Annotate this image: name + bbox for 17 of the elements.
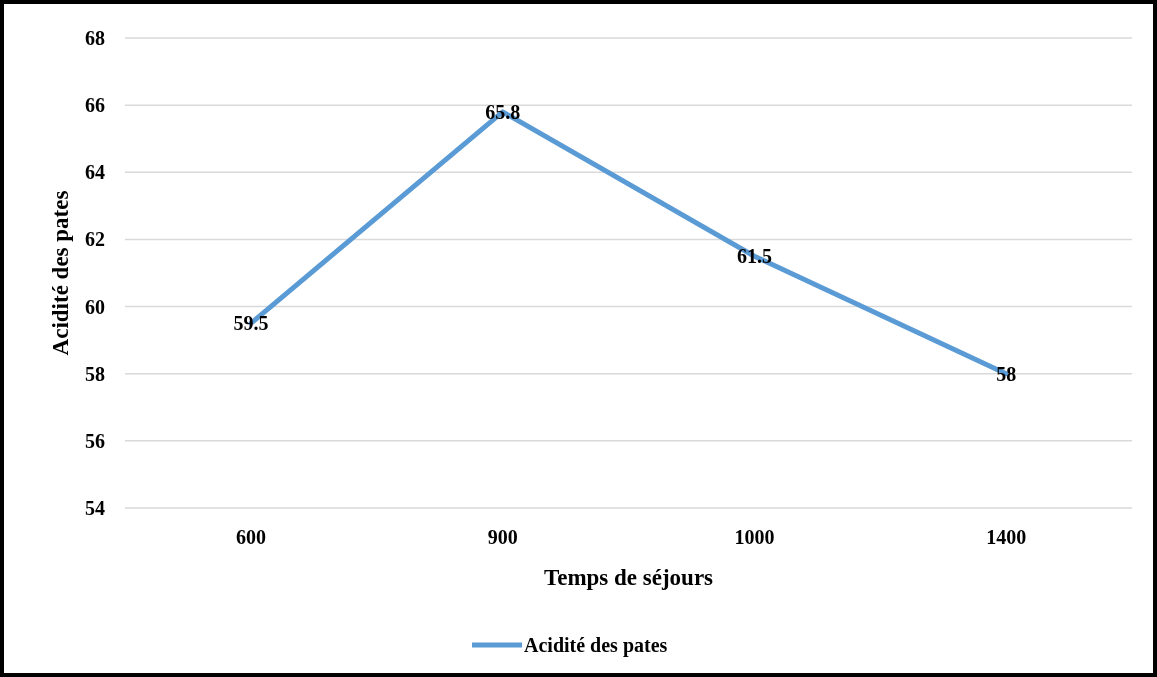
y-tick-label: 60: [85, 295, 105, 318]
x-axis-title: Temps de séjours: [543, 565, 714, 590]
y-tick-label: 68: [85, 27, 105, 49]
x-tick-label: 1400: [986, 526, 1027, 548]
data-label: 58: [996, 362, 1017, 385]
y-tick-label: 64: [85, 161, 105, 184]
y-tick-label: 58: [85, 362, 105, 385]
x-tick-label: 1000: [734, 526, 775, 548]
data-label: 59.5: [233, 312, 269, 335]
y-tick-label: 62: [85, 228, 105, 251]
x-tick-label: 600: [235, 526, 266, 548]
y-tick-label: 56: [85, 429, 105, 452]
y-tick-label: 66: [85, 94, 105, 117]
legend-label: Acidité des pates: [524, 634, 668, 657]
x-tick-label: 900: [487, 526, 518, 548]
y-axis-title: Acidité des pates: [48, 190, 73, 356]
y-tick-label: 54: [85, 497, 105, 519]
